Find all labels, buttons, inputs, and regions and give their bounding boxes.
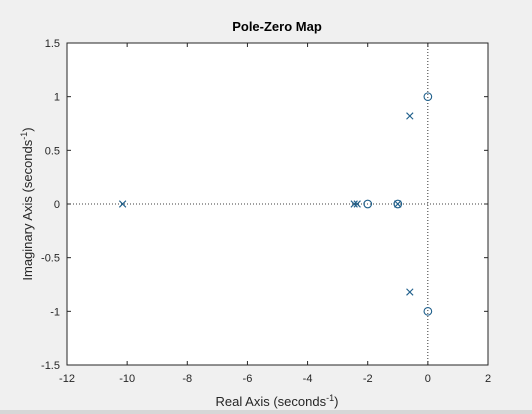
pole-stroke: [406, 112, 414, 120]
pole-stroke: [118, 200, 127, 208]
pole-marker: [406, 288, 414, 296]
zero-marker: [423, 92, 433, 102]
x-tick-label: -8: [182, 373, 192, 385]
pole-marker: [118, 200, 127, 208]
x-axis-label: Real Axis (seconds-1): [216, 393, 339, 409]
y-tick-label: 0: [54, 199, 60, 211]
pole-stroke: [350, 200, 358, 208]
zero-marker: [423, 306, 433, 316]
window-bottom-border: [0, 410, 532, 414]
axis-ticks: [66, 42, 489, 366]
y-tick-label: 1.5: [45, 38, 60, 50]
reference-lines: [67, 43, 488, 365]
y-tick-label: 0.5: [45, 145, 60, 157]
pole-marker: [350, 200, 358, 208]
x-tick-label: -4: [303, 373, 313, 385]
pole-marker: [394, 200, 402, 208]
x-tick-label: -2: [363, 373, 373, 385]
x-tick-label: 2: [485, 373, 491, 385]
x-tick-label: -10: [119, 373, 135, 385]
x-tick-label: 0: [425, 373, 431, 385]
y-axis-label: Imaginary Axis (seconds-1): [19, 127, 35, 280]
x-tick-label: -12: [59, 373, 75, 385]
x-tick-labels: -12 -10 -8 -6 -4 -2 0 2: [59, 373, 491, 385]
zero-marker: [363, 199, 373, 209]
chart-title: Pole-Zero Map: [232, 19, 322, 34]
y-tick-labels: -1.5 -1 -0.5 0 0.5 1 1.5: [41, 38, 60, 372]
plot-markers: [118, 92, 433, 316]
y-tick-label: -1: [50, 306, 60, 318]
y-tick-label: -0.5: [41, 253, 60, 265]
pole-stroke: [394, 200, 402, 208]
y-tick-label: 1: [54, 92, 60, 104]
zero-marker: [393, 199, 403, 209]
pole-marker: [353, 200, 361, 208]
pole-stroke: [353, 200, 361, 208]
x-tick-label: -6: [243, 373, 253, 385]
pole-stroke: [406, 288, 414, 296]
pole-marker: [406, 112, 414, 120]
y-tick-label: -1.5: [41, 360, 60, 372]
